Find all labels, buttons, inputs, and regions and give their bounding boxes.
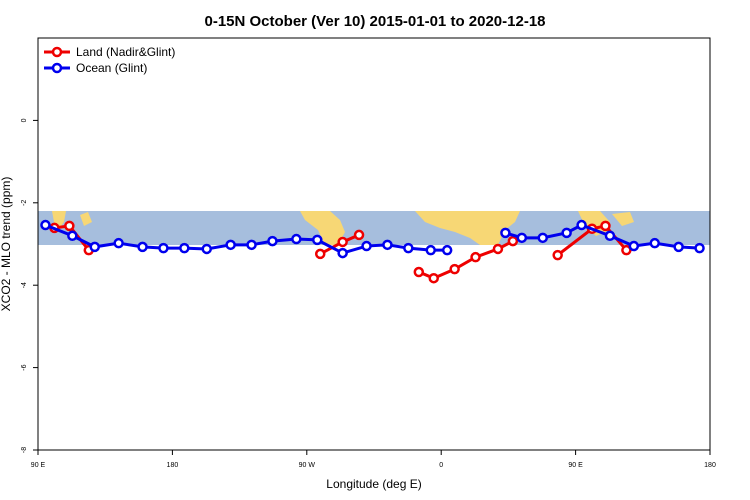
point [441,244,453,256]
point [337,236,348,248]
point [604,230,616,242]
y-tick-label: -6 [21,364,28,370]
x-tick-label: 90 E [568,462,583,469]
legend-marker [51,62,63,74]
point [449,263,460,275]
y-tick-label: 0 [21,118,28,122]
point [516,232,528,244]
legend-label: Ocean (Glint) [76,61,147,75]
point [158,242,169,254]
x-tick-label: 90 W [299,462,316,469]
point [694,242,705,254]
y-tick-label: -4 [21,282,28,288]
land-shape [52,211,92,230]
point [64,220,75,232]
point [561,227,572,239]
point [89,241,100,253]
land-shape [415,211,520,245]
x-tick-label: 0 [439,462,443,469]
point [537,232,548,244]
x-tick-label: 180 [167,462,179,469]
x-tick-label: 180 [704,462,716,469]
point [673,241,684,253]
chart-title: 0-15N October (Ver 10) 2015-01-01 to 202… [204,13,545,30]
x-axis-label: Longitude (deg E) [326,477,421,491]
point [470,251,481,263]
point [40,219,51,231]
point [267,235,278,247]
point [413,266,425,278]
point [552,249,563,261]
point [137,241,148,253]
y-tick-label: -8 [21,447,28,453]
point [649,237,660,249]
x-tick-label: 90 E [31,462,46,469]
point [113,237,124,249]
point [507,235,519,247]
point [403,242,414,254]
point [337,247,348,259]
point [576,219,587,231]
point [314,248,326,260]
point [500,227,511,239]
point [382,239,393,251]
legend-label: Land (Nadir&Glint) [76,45,175,59]
y-axis-label: XCO2 - MLO trend (ppm) [0,177,13,312]
point [179,242,190,254]
point [67,230,78,242]
y-tick-label: -2 [21,200,28,206]
point [425,244,436,256]
point [428,272,439,284]
point [201,243,212,255]
plot-frame [37,37,711,451]
point [312,234,323,246]
point [600,220,611,232]
point [492,243,504,255]
land-shape [300,211,345,245]
point [225,239,236,251]
legend-marker [51,46,63,58]
point [246,239,257,251]
point [628,240,640,252]
point [621,244,632,256]
point [353,229,365,241]
point [291,233,302,245]
point [361,240,372,252]
